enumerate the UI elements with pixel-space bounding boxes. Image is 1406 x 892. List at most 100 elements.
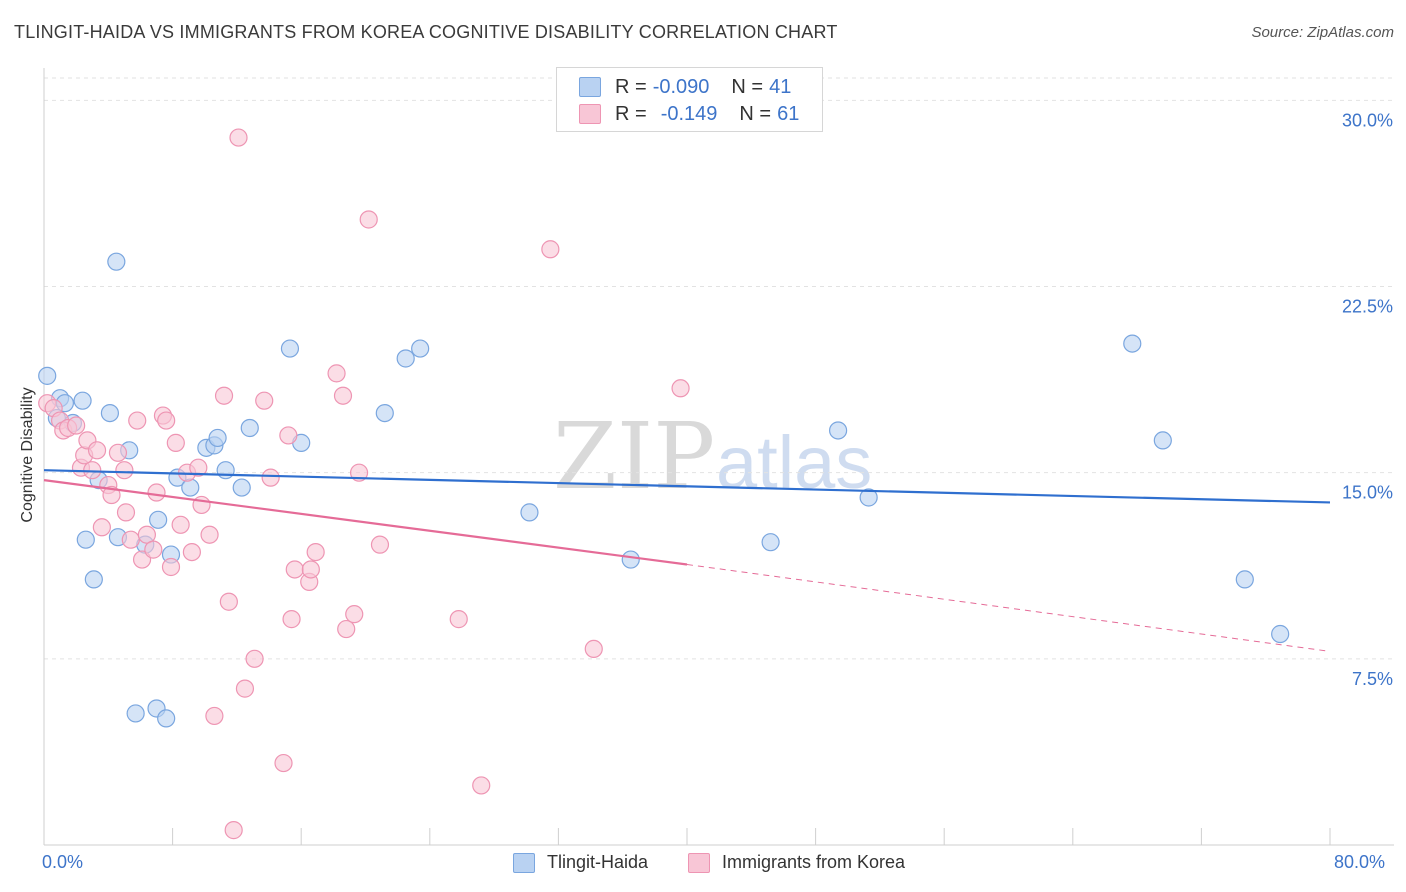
pink-swatch [688,852,710,873]
n-label: N = [731,75,764,98]
korea-point [115,461,134,480]
korea-point [306,543,325,562]
tlingit-haida-point [280,339,300,358]
korea-point [214,386,234,405]
korea-point [245,649,264,668]
legend-item-tlingit-haida: Tlingit-Haida [513,852,648,873]
korea-point [449,610,468,629]
korea-point [102,485,121,505]
korea-point [370,535,390,554]
tlingit-haida-point [149,510,168,529]
korea-point [261,468,280,487]
korea-point [157,411,176,430]
tlingit-haida-point [240,418,259,438]
x-tick-max: 80.0% [1334,852,1386,872]
y-tick-label: 7.5% [1352,669,1393,689]
korea-point [337,619,356,639]
korea-point [200,525,219,544]
korea-point [472,776,491,795]
blue-swatch [579,77,601,97]
korea-point [229,128,248,147]
watermark-zip: ZIP [553,403,715,510]
korea-trendline-extension [686,564,1331,652]
tlingit-haida-point [1235,570,1254,589]
n-value: 61 [777,102,800,125]
tlingit-haida-point [126,704,145,723]
tlingit-haida-point [157,709,176,728]
tlingit-haida-point [375,403,394,423]
korea-point [189,458,208,477]
tlingit-haida-point [761,533,780,552]
korea-point [301,560,320,579]
r-label: R = [615,102,647,125]
korea-point [182,543,201,562]
korea-point [171,515,190,534]
source-label: Source: ZipAtlas.com [1251,24,1394,41]
tlingit-haida-point [76,530,95,549]
tlingit-haida-point [411,339,430,358]
pink-swatch [579,104,601,124]
korea-point [147,483,166,502]
korea-trendline [43,479,688,566]
korea-point [235,679,255,698]
korea-point [116,503,136,522]
y-tick-label: 15.0% [1342,483,1393,503]
y-tick-label: 22.5% [1342,297,1393,317]
tlingit-haida-point [829,421,848,440]
korea-point [359,210,378,229]
korea-point [161,557,181,577]
korea-point [333,386,353,405]
korea-point [144,540,163,559]
legend-item-korea: Immigrants from Korea [688,852,905,873]
korea-point [128,411,147,430]
tlingit-haida-point [84,570,103,589]
tlingit-haida-point [1153,431,1172,450]
korea-point [121,530,140,549]
tlingit-haida-point [100,403,120,423]
tlingit-haida-point [621,550,640,569]
korea-point [584,639,603,659]
korea-point [541,240,560,259]
korea-point [219,592,238,611]
n-value: 41 [769,75,792,98]
r-label: R = [615,75,647,98]
tlingit-haida-point [208,428,227,448]
watermark-atlas: atlas [716,421,872,504]
korea-point [327,364,346,383]
korea-point [87,441,107,460]
korea-point [67,416,86,435]
korea-point [345,605,364,624]
tlingit-haida-trendline [43,469,1331,504]
korea-point [255,391,274,410]
korea-point [108,443,128,462]
y-tick-label: 30.0% [1342,110,1393,130]
blue-swatch [513,852,535,873]
korea-point [279,426,298,445]
korea-point [282,610,301,629]
korea-point [224,821,243,840]
korea-point [92,518,111,537]
legend-row-tlingit-haida: R = -0.090 N = 41 [579,74,791,100]
tlingit-haida-point [181,478,200,497]
tlingit-haida-point [73,391,92,410]
chart-title: TLINGIT-HAIDA VS IMMIGRANTS FROM KOREA C… [14,22,838,42]
r-value: -0.090 [652,75,710,98]
tlingit-haida-point [38,366,57,385]
tlingit-haida-point [520,503,539,522]
legend-label: Immigrants from Korea [722,852,906,872]
tlingit-haida-point [107,252,126,271]
korea-point [166,433,185,452]
series-legend: Tlingit-Haida Immigrants from Korea [0,852,1406,878]
tlingit-haida-point [396,349,415,368]
korea-point [671,379,690,398]
tlingit-haida-point [1271,624,1290,644]
x-tick-min: 0.0% [42,852,84,872]
n-label: N = [739,102,772,125]
r-value: -0.149 [660,102,718,125]
tlingit-haida-point [232,478,251,497]
correlation-legend: R = -0.090 N = 41 R = -0.149 N = 61 [556,67,823,132]
tlingit-haida-point [859,488,878,507]
tlingit-haida-point [216,461,235,480]
legend-row-korea: R = -0.149 N = 61 [579,101,799,127]
